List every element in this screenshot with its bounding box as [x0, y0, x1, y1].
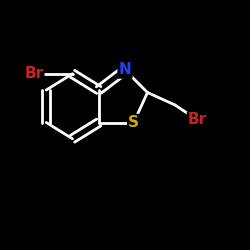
- Text: Br: Br: [24, 66, 43, 81]
- Text: Br: Br: [188, 112, 207, 128]
- Text: S: S: [128, 115, 139, 130]
- Text: N: N: [119, 62, 132, 78]
